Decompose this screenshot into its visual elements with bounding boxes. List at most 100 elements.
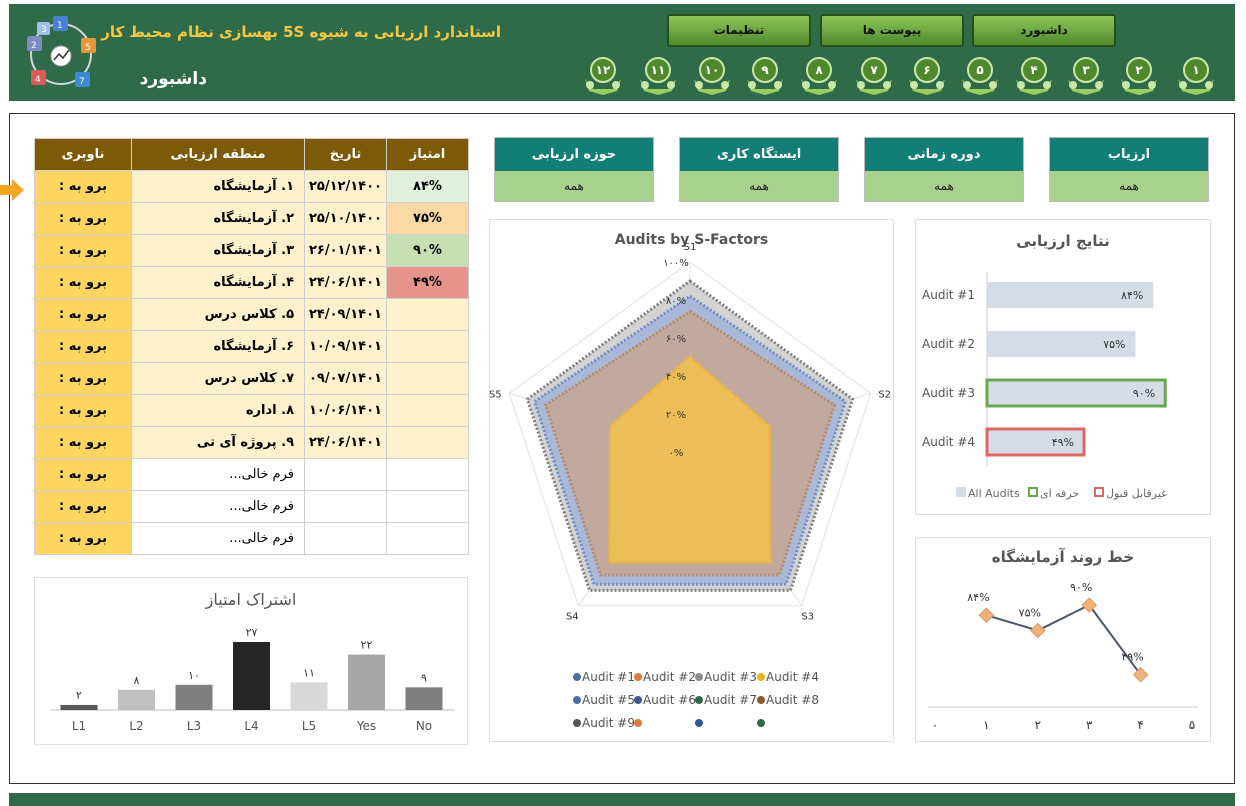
go-to-link[interactable]: : برو به [34,298,132,331]
score-cell: ۹۰% [386,234,469,267]
header-bar: 1 2 3 4 5 7 استاندارد ارزیابی به شیوه 5S… [9,4,1235,101]
step-button-11[interactable]: ۱۱ [638,55,678,95]
go-to-link[interactable]: : برو به [34,522,132,555]
go-to-link[interactable]: : برو به [34,170,132,203]
step-button-1[interactable]: ۱ [1176,55,1216,95]
step-button-12[interactable]: ۱۲ [583,55,623,95]
score-share-value-label: ۲۷ [246,626,258,639]
radar-legend-item: Audit #4 [757,670,819,684]
filter-value[interactable]: همه [1050,171,1208,201]
results-bar-label: ۴۹% [1052,436,1074,449]
step-button-3[interactable]: ۳ [1066,55,1106,95]
legend-marker-icon [573,719,581,727]
logo-num: 1 [57,21,63,31]
filter-label: ایستگاه کاری [680,138,838,171]
score-share-value-label: ۱۰ [188,669,200,682]
nav-button-dashboard[interactable]: داشبورد [972,14,1116,47]
score-share-bar [348,654,385,710]
date-cell: ۱۰/۰۹/۱۴۰۱ [304,330,387,363]
score-share-chart: ۲ L1 ۸ L2 ۱۰ L3 ۲۷ L4 ۱۱ L5 ۲۲ Yes ۹ No [50,626,455,733]
table-row: : برو به ۳. آزمایشگاه ۲۶/۰۱/۱۴۰۱ ۹۰% [34,234,469,267]
radar-legend-item: Audit #8 [757,693,819,707]
step-button-5[interactable]: ۵ [960,55,1000,95]
filter-value[interactable]: همه [865,171,1023,201]
step-button-label: ۱۲ [595,63,611,77]
go-to-link[interactable]: : برو به [34,362,132,395]
score-share-category-label: L2 [129,719,143,733]
go-to-link[interactable]: : برو به [34,234,132,267]
nav-button-settings[interactable]: تنظیمات [667,14,811,47]
legend-marker-icon [634,696,642,704]
table-row: : برو به فرم خالی... [34,522,469,555]
step-button-label: ۴ [1030,63,1038,77]
step-button-7[interactable]: ۷ [854,55,894,95]
step-button-10[interactable]: ۱۰ [692,55,732,95]
trend-chart-panel: خط روند آزمایشگاه ۸۴% ۷۵% ۹۰% ۴۹% ۰ ۱ ۲ ۳ ۴ ۵ [915,537,1211,742]
table-row: : برو به ۸. اداره ۱۰/۰۶/۱۴۰۱ [34,394,469,427]
trend-x-tick: ۲ [1035,718,1041,732]
score-cell [386,458,469,491]
legend-marker-icon [634,719,642,727]
legend-marker-icon [634,673,642,681]
legend-marker-icon [573,696,581,704]
radar-legend-item: Audit #7 [695,693,757,707]
audit-table: ناوبری منطقه ارزیابی تاریخ امتیاز : برو … [34,138,469,555]
go-to-link[interactable]: : برو به [34,202,132,235]
trend-x-tick: ۰ [932,718,938,732]
go-to-link[interactable]: : برو به [34,394,132,427]
radar-chart-panel: Audits by S-Factors S1 S2 S3 S4 S5 ۰% ۲۰% ۴۰% ۶۰… [489,219,894,742]
legend-marker-icon [695,673,703,681]
radar-scale-label: ۰% [669,448,684,459]
zone-cell: فرم خالی... [131,490,305,523]
step-button-2[interactable]: ۲ [1119,55,1159,95]
legend-marker-icon [757,719,765,727]
score-share-bar [175,684,213,710]
go-to-link[interactable]: : برو به [34,426,132,459]
radar-axis-label: S5 [490,389,502,400]
filter-value[interactable]: همه [680,171,838,201]
score-share-value-label: ۹ [421,671,427,684]
logo-num: 2 [31,41,37,51]
header-score: امتیاز [386,138,469,171]
go-to-link[interactable]: : برو به [34,458,132,491]
trend-point-label: ۴۹% [1121,651,1143,664]
radar-scale-label: ۴۰% [666,372,686,383]
results-bar [987,282,1154,308]
filter-value[interactable]: همه [495,171,653,201]
step-button-9[interactable]: ۹ [745,55,785,95]
date-cell [304,458,387,491]
score-cell [386,426,469,459]
step-button-8[interactable]: ۸ [799,55,839,95]
step-button-label: ۹ [761,63,769,77]
zone-cell: ۸. اداره [131,394,305,427]
go-to-link[interactable]: : برو به [34,266,132,299]
zone-cell: ۵. کلاس درس [131,298,305,331]
score-cell: ۷۵% [386,202,469,235]
legend-label: Audit #4 [766,670,819,684]
step-button-6[interactable]: ۶ [907,55,947,95]
score-share-bar [118,689,155,710]
trend-point [1132,666,1149,683]
radar-scale-label: ۸۰% [666,296,686,307]
score-share-category-label: L3 [187,719,201,733]
go-to-link[interactable]: : برو به [34,490,132,523]
results-bar [987,331,1136,357]
legend-label: Audit #7 [704,693,757,707]
filter-workstation[interactable]: ایستگاه کاری همه [679,137,839,202]
score-share-category-label: L4 [244,719,258,733]
score-share-category-label: L1 [72,719,86,733]
results-bar [985,427,1086,457]
filter-auditor[interactable]: ارزیاب همه [1049,137,1209,202]
filter-period[interactable]: دوره زمانی همه [864,137,1024,202]
trend-chart-title: خط روند آزمایشگاه [991,548,1135,566]
date-cell: ۲۵/۱۰/۱۴۰۰ [304,202,387,235]
nav-button-attachments[interactable]: پیوست ها [820,14,964,47]
table-row: : برو به ۵. کلاس درس ۲۴/۰۹/۱۴۰۱ [34,298,469,331]
zone-cell: فرم خالی... [131,522,305,555]
step-button-label: ۵ [976,63,984,77]
legend-label: Audit #8 [766,693,819,707]
filter-area[interactable]: حوزه ارزیابی همه [494,137,654,202]
table-row: : برو به ۹. پروژه آی تی ۲۴/۰۶/۱۴۰۱ [34,426,469,459]
step-button-4[interactable]: ۴ [1014,55,1054,95]
go-to-link[interactable]: : برو به [34,330,132,363]
